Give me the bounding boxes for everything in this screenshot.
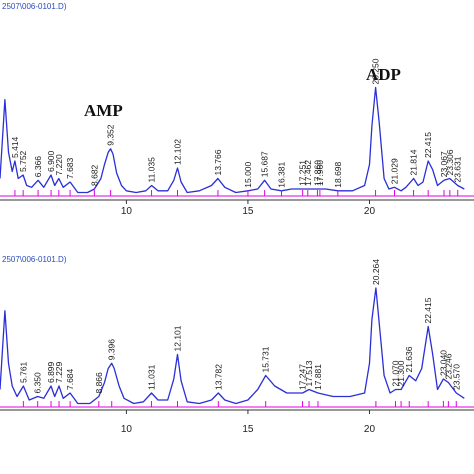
panel-header: 2507\006-0101.D) bbox=[2, 2, 67, 11]
panel-header: 2507\006-0101.D) bbox=[2, 255, 67, 264]
signal-trace bbox=[0, 287, 465, 405]
peak-label: 6.900 bbox=[46, 150, 56, 172]
peak-label: 17.960 bbox=[315, 160, 325, 186]
peak-label: 7.684 bbox=[65, 368, 75, 390]
peak-label: 17.513 bbox=[304, 360, 314, 386]
peak-label: 9.352 bbox=[106, 124, 116, 146]
peak-label: 8.682 bbox=[89, 164, 99, 186]
x-tick-label: 20 bbox=[364, 424, 376, 435]
peak-label: 6.366 bbox=[33, 156, 43, 178]
peak-label: 21.814 bbox=[409, 149, 419, 175]
peak-label: 17.247 bbox=[298, 364, 308, 390]
peak-label: 6.350 bbox=[33, 372, 43, 394]
peak-label: 21.029 bbox=[389, 158, 399, 184]
peak-label: 15.731 bbox=[261, 346, 271, 372]
peak-label: 15.687 bbox=[260, 151, 270, 177]
x-tick-label: 15 bbox=[242, 206, 254, 217]
peak-label: 20.264 bbox=[371, 259, 381, 285]
peak-label: 7.229 bbox=[54, 361, 64, 383]
peak-label: 17.251 bbox=[298, 160, 308, 186]
peak-label: 23.246 bbox=[443, 353, 453, 379]
peak-label: 21.636 bbox=[404, 346, 414, 372]
peak-label: 9.396 bbox=[107, 339, 117, 361]
x-tick-label: 20 bbox=[364, 206, 376, 217]
peak-label: 23.631 bbox=[453, 156, 463, 182]
peak-label: 5.414 bbox=[10, 136, 20, 158]
x-tick-label: 15 bbox=[242, 424, 254, 435]
peak-label: 21.070 bbox=[390, 360, 400, 386]
peak-label: 6.899 bbox=[46, 361, 56, 383]
peak-label: 18.698 bbox=[333, 161, 343, 187]
peak-label: 11.031 bbox=[146, 364, 156, 390]
peak-label: 16.381 bbox=[277, 161, 287, 187]
peak-label: 11.035 bbox=[147, 157, 157, 183]
peak-label: 12.102 bbox=[172, 139, 182, 165]
peak-label: 5.752 bbox=[18, 150, 28, 172]
peak-annotation-amp: AMP bbox=[84, 101, 123, 120]
peak-label: 15.000 bbox=[243, 161, 253, 187]
peak-label: 17.860 bbox=[312, 160, 322, 186]
peak-label: 23.067 bbox=[439, 151, 449, 177]
peak-label: 13.766 bbox=[213, 149, 223, 175]
peak-label: 12.101 bbox=[172, 325, 182, 351]
peak-label: 5.761 bbox=[18, 361, 28, 383]
x-tick-label: 10 bbox=[121, 206, 133, 217]
peak-label: 13.782 bbox=[213, 364, 223, 390]
x-tick-label: 10 bbox=[121, 424, 133, 435]
peak-label: 8.866 bbox=[94, 372, 104, 394]
peak-label: 17.462 bbox=[303, 160, 313, 186]
signal-trace bbox=[0, 86, 465, 194]
peak-annotation-adp: ADP bbox=[366, 65, 401, 84]
peak-label: 17.881 bbox=[313, 364, 323, 390]
peak-label: 20.250 bbox=[371, 58, 381, 84]
peak-label: 23.040 bbox=[438, 350, 448, 376]
peak-label: 7.220 bbox=[54, 154, 64, 176]
peak-label: 7.683 bbox=[65, 157, 75, 179]
peak-label: 22.415 bbox=[423, 132, 433, 158]
peak-label: 21.300 bbox=[396, 360, 406, 386]
peak-label: 23.570 bbox=[451, 364, 461, 390]
peak-label: 22.415 bbox=[423, 297, 433, 323]
peak-label: 23.306 bbox=[445, 149, 455, 175]
